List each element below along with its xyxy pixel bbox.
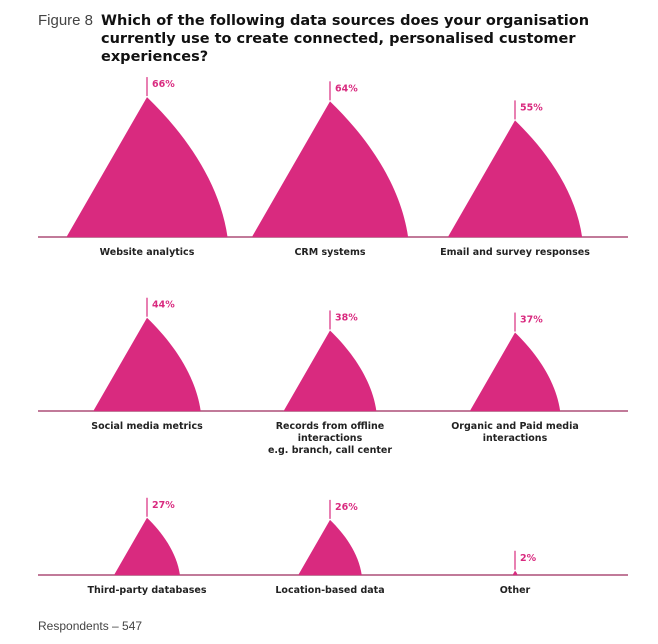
value-label: 2% [520, 553, 537, 564]
bar-mark [298, 519, 362, 575]
value-label: 26% [335, 502, 358, 513]
value-label: 37% [520, 315, 543, 326]
bar-mark [469, 332, 561, 411]
bar-mark [114, 517, 180, 575]
value-label: 27% [152, 500, 175, 511]
category-label: Other [500, 585, 531, 596]
category-label: Social media metrics [91, 421, 203, 432]
figure-label: Figure 8 [38, 12, 94, 29]
category-label: e.g. branch, call center [268, 445, 392, 456]
bar-mark [93, 317, 201, 411]
value-label: 44% [152, 300, 175, 311]
category-label: CRM systems [294, 247, 365, 258]
category-label: Records from offline [276, 421, 385, 432]
value-label: 66% [152, 79, 175, 90]
value-label: 55% [520, 102, 543, 113]
category-label: Organic and Paid media [451, 421, 579, 432]
category-label: interactions [483, 433, 548, 444]
category-label: Location-based data [275, 585, 384, 596]
category-label: Website analytics [100, 247, 195, 258]
question-text: Which of the following data sources does… [101, 13, 590, 65]
value-label: 38% [335, 312, 358, 323]
bar-mark [283, 330, 377, 411]
footnote: Respondents – 547 [38, 619, 143, 633]
category-label: interactions [298, 433, 363, 444]
value-label: 64% [335, 83, 358, 94]
category-label: Third-party databases [88, 585, 207, 596]
category-label: Email and survey responses [440, 247, 590, 258]
bar-mark [66, 97, 228, 237]
bar-mark [251, 101, 409, 237]
bar-mark [512, 570, 518, 575]
bar-mark [447, 120, 583, 237]
